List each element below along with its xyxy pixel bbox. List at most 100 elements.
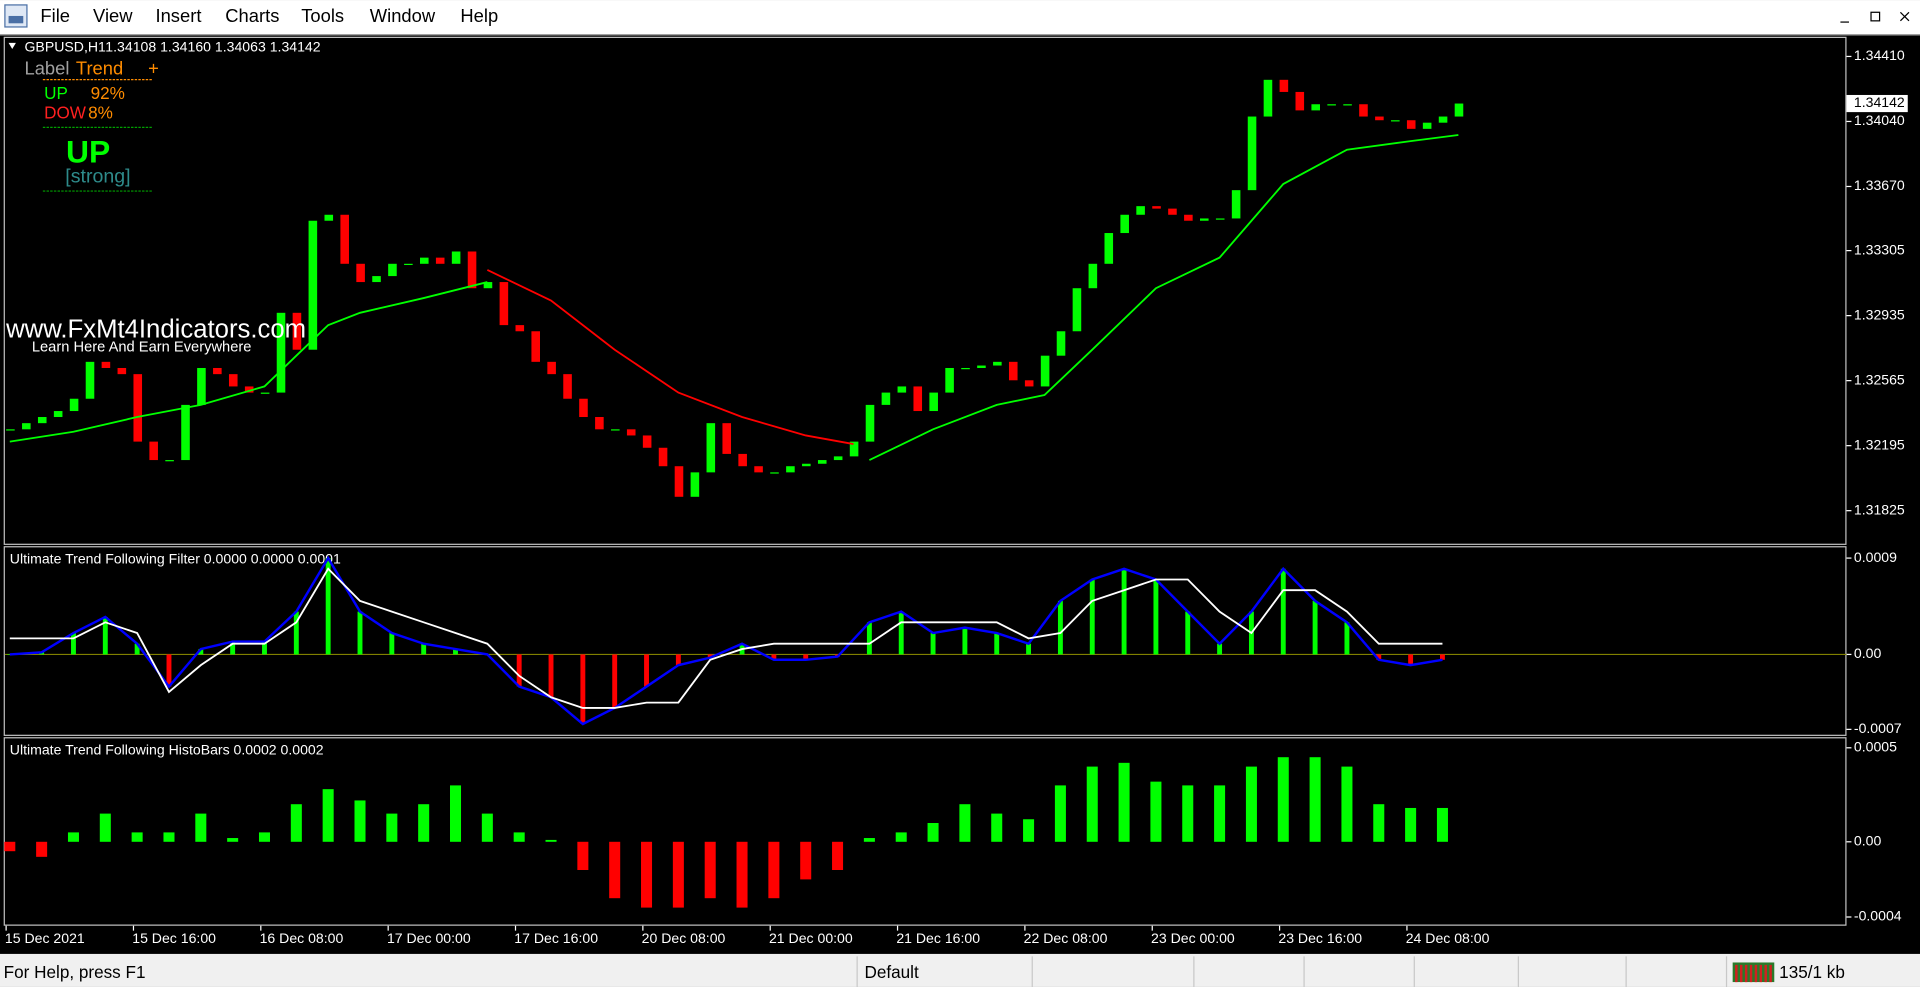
candle (53, 411, 63, 418)
menu-item[interactable]: Tools (301, 5, 344, 26)
menu-item[interactable]: Help (460, 5, 498, 26)
menu-bar (0, 0, 1920, 35)
candle (722, 423, 732, 454)
histogram-bar (1341, 766, 1353, 842)
histogram-bar (1054, 785, 1066, 842)
menu-item[interactable]: File (40, 5, 70, 26)
candle (388, 263, 397, 277)
histogram-bar (1245, 766, 1257, 842)
candle (1311, 104, 1320, 111)
histogram-bar (994, 633, 1000, 655)
menu-item[interactable]: View (93, 5, 133, 26)
candle (674, 466, 684, 497)
histogram-bar (166, 654, 172, 687)
candle (913, 386, 923, 412)
histogram-bar (1089, 579, 1095, 655)
menu-item[interactable]: Insert (156, 5, 202, 26)
histogram-bar (644, 654, 649, 687)
plot: 1.34410 1.34040 1.33670 1.33305 1.32935 1.325… (4, 47, 1908, 946)
candle (101, 361, 111, 368)
status-separators (856, 956, 1728, 987)
histogram-bar (1185, 611, 1191, 655)
status-traffic: 135/1 kb (1779, 962, 1845, 982)
histogram-bar (99, 813, 111, 842)
candle (1200, 218, 1209, 221)
menu-item[interactable]: Charts (225, 5, 279, 26)
histogram-bar (1373, 804, 1385, 842)
histogram-bar (580, 654, 586, 725)
histogram-bar (736, 841, 748, 908)
histogram-bar (354, 800, 366, 842)
candle (563, 374, 572, 399)
close-button[interactable] (1899, 11, 1910, 22)
histogram-bar (4, 841, 16, 852)
histogram-bar (1408, 654, 1414, 666)
candle (849, 441, 859, 457)
candle (881, 392, 891, 405)
down-pct: 8% (88, 102, 113, 122)
histogram-bar (1376, 654, 1382, 660)
x-tick-label: 20 Dec 08:00 (642, 930, 726, 946)
candle (276, 312, 286, 393)
candle (404, 263, 413, 266)
y-tick-label: 0.00 (1854, 645, 1882, 661)
histogram-bar (1312, 600, 1318, 655)
candle (1422, 122, 1432, 129)
restore-button[interactable] (1870, 11, 1881, 22)
candle (626, 429, 636, 436)
filter-pane-border (3, 546, 1847, 736)
candle (1072, 288, 1082, 332)
watermark: www.FxMt4Indicators.com (5, 315, 306, 343)
candle (1056, 331, 1066, 356)
candle (531, 331, 540, 362)
signal-text: UP (66, 134, 110, 170)
candle (1104, 233, 1114, 264)
candle (1454, 103, 1464, 117)
histogram-bar (1309, 757, 1321, 842)
histogram-bar (290, 804, 302, 842)
histogram-bar (131, 832, 143, 842)
y-tick-label: 1.31825 (1854, 501, 1905, 517)
y-tick-label: 0.0005 (1854, 739, 1897, 755)
candle (1136, 206, 1145, 215)
histogram-bar (195, 813, 207, 842)
histo-pane-border (3, 737, 1847, 926)
histogram-bar (1086, 766, 1098, 842)
candle (595, 417, 604, 430)
y-tick-label: 1.32935 (1854, 306, 1905, 322)
x-tick-label: 17 Dec 00:00 (387, 930, 471, 946)
histogram-bar (516, 654, 522, 687)
chart-menu-arrow[interactable] (8, 42, 16, 50)
y-tick-label: 1.33305 (1854, 241, 1905, 257)
menu-item[interactable]: Window (370, 5, 436, 26)
candle (149, 441, 158, 461)
histogram-bar (1118, 762, 1130, 842)
histogram-bar (803, 654, 809, 660)
candle (308, 220, 318, 350)
price-tag (1846, 94, 1908, 113)
candle (6, 429, 15, 431)
histogram-bar (1057, 600, 1063, 655)
x-tick-label: 15 Dec 2021 (5, 930, 85, 946)
candle (435, 257, 445, 264)
window-controls (1840, 11, 1910, 23)
price-tag-label: 1.34142 (1854, 94, 1905, 110)
histogram-bar (262, 641, 267, 655)
candle (1438, 116, 1448, 123)
connection-stripes (1735, 964, 1772, 983)
histogram-bar (768, 841, 780, 899)
histogram-bar (930, 633, 936, 655)
status-profile: Default (864, 962, 919, 982)
trend-line (868, 134, 1459, 461)
histogram-bar (227, 838, 239, 842)
y-tick-label: 1.34040 (1854, 112, 1905, 128)
trend-text: Trend (76, 58, 123, 79)
y-tick-label: 0.00 (1854, 833, 1882, 849)
strength-text: [strong] (65, 166, 130, 188)
histogram-bar (832, 841, 844, 870)
candle (1295, 91, 1305, 111)
histogram-bar (386, 813, 398, 842)
candle (165, 460, 174, 462)
y-tick-label: -0.0007 (1854, 720, 1902, 736)
histogram-bar (513, 832, 525, 842)
